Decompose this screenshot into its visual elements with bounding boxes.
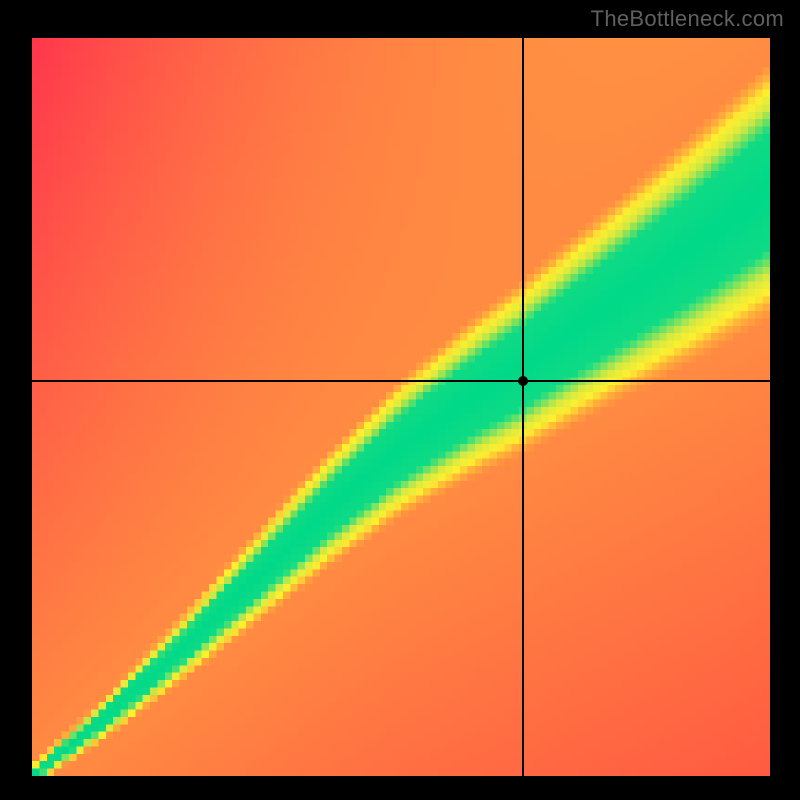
heatmap-plot [32, 38, 770, 776]
watermark-text: TheBottleneck.com [591, 6, 784, 32]
heatmap-cells [32, 38, 770, 776]
crosshair-marker [518, 376, 528, 386]
crosshair-horizontal [32, 380, 770, 382]
crosshair-vertical [522, 38, 524, 776]
